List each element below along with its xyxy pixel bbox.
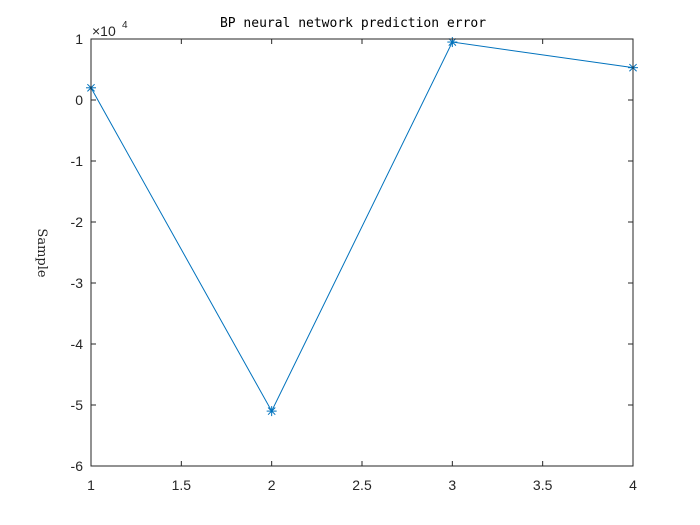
y-tick-label: -1 — [71, 153, 84, 169]
y-tick-label: 1 — [75, 31, 83, 47]
x-tick-label: 2.5 — [352, 477, 372, 493]
x-tick-label: 1.5 — [172, 477, 192, 493]
y-exponent-power: 4 — [122, 20, 128, 31]
x-tick-label: 3.5 — [533, 477, 553, 493]
y-axis-label: Sample — [34, 228, 49, 277]
y-tick-label: 0 — [75, 92, 83, 108]
y-tick-label: -3 — [71, 275, 84, 291]
y-tick-label: -2 — [71, 214, 84, 230]
y-exponent-base: ×10 — [92, 23, 116, 39]
y-tick-label: -5 — [71, 397, 84, 413]
y-tick-label: -6 — [71, 458, 84, 474]
x-tick-label: 3 — [448, 477, 456, 493]
x-tick-label: 4 — [629, 477, 637, 493]
y-tick-label: -4 — [71, 336, 84, 352]
axes-box — [90, 38, 634, 467]
data-point-marker — [266, 406, 277, 417]
labels-layer: 1 1.5 2 2.5 3 3.5 4 1 0 -1 -2 -3 -4 -5 -6 — [71, 31, 638, 493]
marker-stroke — [267, 407, 276, 416]
x-tick-label: 1 — [87, 477, 95, 493]
x-tick-label: 2 — [268, 477, 276, 493]
series-line — [90, 41, 634, 413]
chart-title: BP neural network prediction error — [220, 16, 486, 31]
marker-stroke — [448, 38, 457, 47]
plot-area — [91, 39, 633, 466]
